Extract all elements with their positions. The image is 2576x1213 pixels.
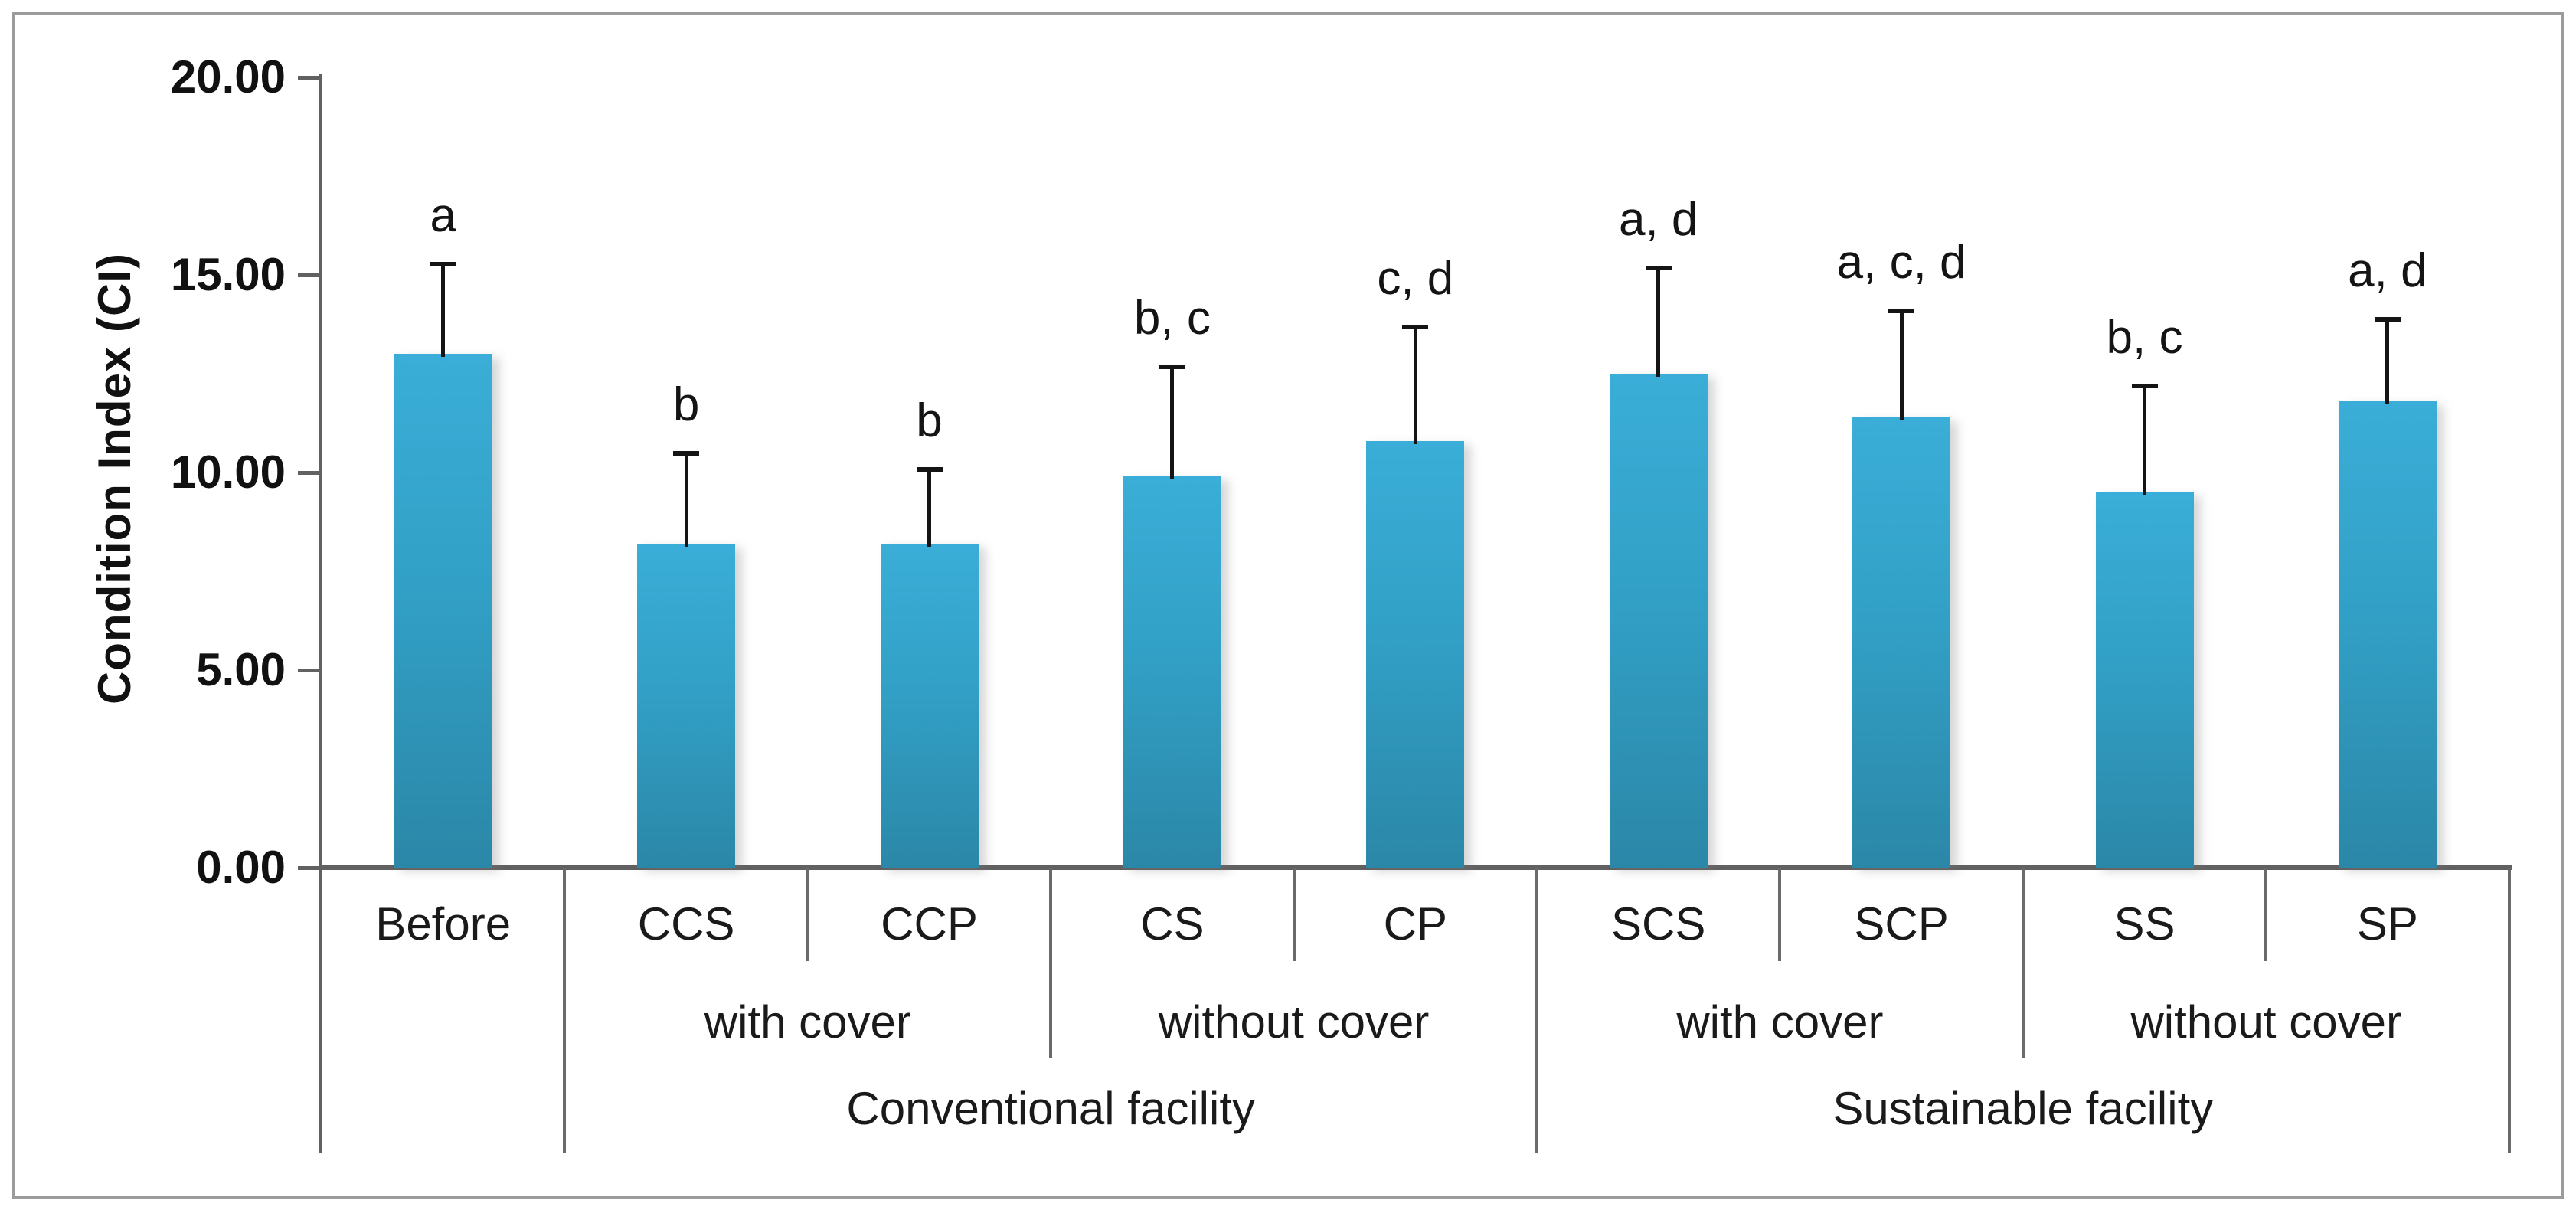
category-label-ccp: CCP [881, 898, 978, 950]
x-axis-line [319, 865, 2512, 870]
error-bar-cap [1888, 309, 1915, 314]
axis-divider [2264, 868, 2268, 961]
y-tick-label: 0.00 [196, 842, 286, 893]
significance-letters: a [430, 188, 456, 242]
significance-letters: c, d [1377, 252, 1454, 306]
y-tick-mark [298, 471, 319, 475]
axis-divider [1049, 868, 1053, 1058]
axis-divider [1292, 868, 1296, 961]
error-bar-whisker [2385, 318, 2390, 405]
bar-ccs [637, 543, 736, 868]
error-bar-whisker [1413, 326, 1417, 444]
category-label-ss: SS [2113, 898, 2176, 950]
category-label-cp: CP [1383, 898, 1447, 950]
y-tick-mark [298, 76, 319, 80]
category-label-scp: SCP [1854, 898, 1949, 950]
bar-scs [1609, 374, 1708, 868]
significance-letters: b [672, 378, 700, 432]
cover-group-label: with cover [704, 996, 911, 1048]
facility-group-label: Sustainable facility [1832, 1083, 2214, 1134]
category-label-before: Before [375, 898, 512, 950]
error-bar-cap [1402, 325, 1429, 330]
axis-divider [2021, 868, 2025, 1058]
y-tick-mark [298, 669, 319, 672]
error-bar-cap [916, 466, 943, 472]
category-label-cs: CS [1140, 898, 1205, 950]
y-tick-label: 5.00 [196, 644, 286, 695]
cover-group-label: without cover [1158, 996, 1430, 1048]
category-label-scs: SCS [1611, 898, 1706, 950]
error-bar-whisker [441, 263, 446, 358]
bar-before [394, 354, 492, 868]
error-bar-cap [673, 451, 700, 456]
error-bar-whisker [2143, 385, 2146, 495]
bar-cs [1123, 476, 1221, 868]
axis-divider [1535, 868, 1538, 1153]
bar-sp [2338, 401, 2437, 868]
error-bar-cap [1645, 265, 1672, 270]
error-bar-whisker [1170, 365, 1175, 480]
y-tick-label: 10.00 [170, 446, 286, 498]
significance-letters: b, c [2106, 311, 2183, 365]
y-tick-mark [298, 866, 319, 870]
bar-ss [2095, 492, 2194, 868]
category-label-ccs: CCS [637, 898, 735, 950]
cover-group-label: with cover [1676, 996, 1884, 1048]
bar-ccp [880, 543, 979, 868]
axis-divider [2507, 868, 2511, 1153]
error-bar-cap [1159, 364, 1185, 369]
axis-divider [563, 868, 567, 1153]
error-bar-whisker [927, 468, 931, 547]
y-tick-label: 15.00 [170, 249, 286, 300]
significance-letters: a, d [2348, 244, 2427, 297]
cover-group-label: without cover [2130, 996, 2401, 1048]
axis-divider [806, 868, 809, 961]
y-tick-label: 20.00 [170, 51, 286, 103]
error-bar-whisker [684, 453, 688, 547]
significance-letters: a, d [1618, 192, 1698, 246]
axis-divider [1778, 868, 1782, 961]
error-bar-cap [2131, 384, 2158, 389]
error-bar-whisker [1899, 310, 1904, 420]
significance-letters: b, c [1133, 291, 1211, 345]
y-tick-mark [298, 273, 319, 277]
error-bar-cap [2374, 316, 2401, 322]
facility-group-label: Conventional facility [846, 1083, 1255, 1134]
error-bar-whisker [1656, 266, 1661, 377]
bar-scp [1852, 417, 1951, 868]
significance-letters: a, c, d [1836, 236, 1966, 289]
figure-border [12, 12, 2564, 1199]
error-bar-cap [430, 261, 456, 266]
y-axis-line [319, 74, 322, 1153]
bar-cp [1366, 440, 1465, 868]
significance-letters: b [916, 394, 943, 447]
category-label-sp: SP [2356, 898, 2418, 950]
